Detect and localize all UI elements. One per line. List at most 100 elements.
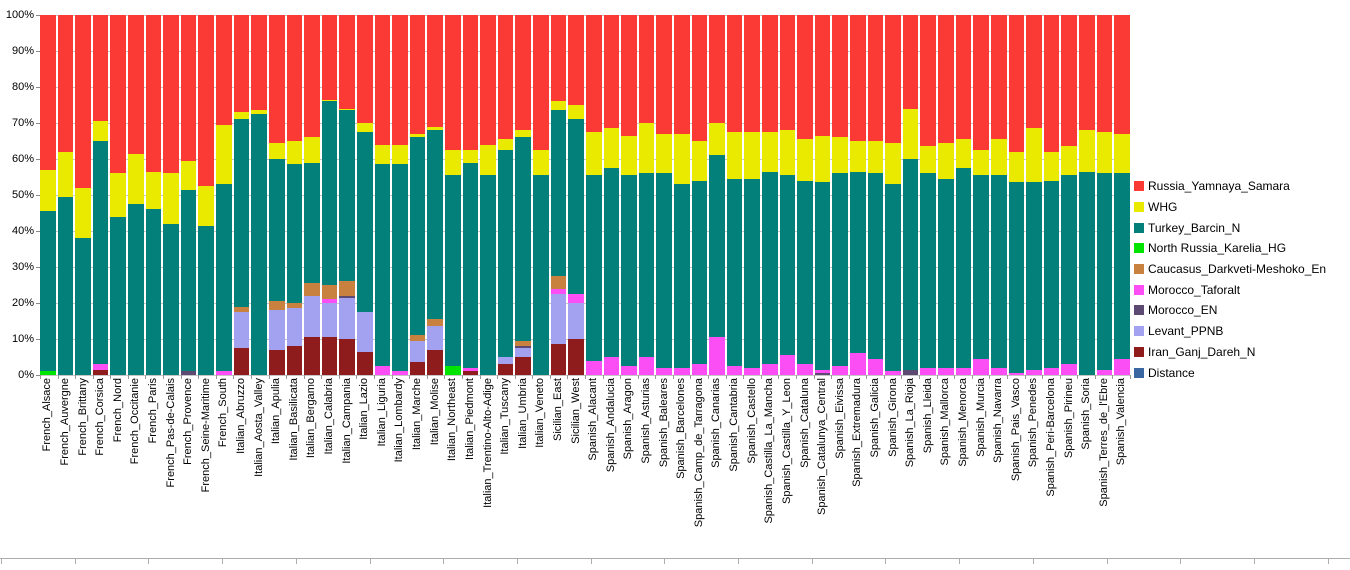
- x-label-cell: Spanish_Catalunya_Central: [815, 378, 831, 558]
- bar-French_Occitanie: [128, 15, 144, 375]
- bar-Spanish_Catalunya_Central: [814, 15, 831, 375]
- bar-Spanish_Castello: [744, 15, 760, 375]
- bar-segment-turkey: [216, 184, 232, 372]
- x-axis-label: French_Seine-Maritime: [199, 378, 212, 493]
- x-axis-tick: [374, 375, 375, 379]
- bar-segment-yamnaya: [603, 15, 620, 129]
- x-axis-tick: [532, 375, 533, 379]
- legend-item-iran: Iran_Ganj_Dareh_N: [1134, 342, 1326, 363]
- bar-segment-caucasus: [286, 303, 303, 309]
- x-label-cell: Italian_Lombardy: [392, 378, 408, 558]
- bar-segment-whg: [216, 124, 232, 185]
- legend-swatch-karelia: [1134, 243, 1144, 254]
- bar-segment-levant: [268, 310, 285, 350]
- bar-segment-taforalt: [832, 366, 849, 375]
- bar-segment-yamnaya: [321, 15, 338, 100]
- bar-segment-levant: [304, 295, 320, 338]
- legend-label: Morocco_Taforalt: [1148, 282, 1241, 297]
- x-axis-label: Spanish_Menorca: [956, 378, 969, 467]
- x-axis-label: Spanish_Andalucia: [604, 378, 617, 473]
- x-label-cell: Italian_Liguria: [375, 378, 391, 558]
- bar-segment-yamnaya: [1096, 15, 1113, 133]
- bar-segment-whg: [445, 150, 461, 176]
- x-axis-tick: [462, 375, 463, 379]
- x-axis-tick: [75, 375, 76, 379]
- bar-segment-turkey: [180, 189, 197, 372]
- bar-Spanish_Camp_de_Tarragona: [691, 15, 708, 375]
- legend-swatch-morocco_en: [1134, 305, 1144, 316]
- bar-Spanish_Aragon: [621, 15, 637, 375]
- gridline: [40, 15, 1130, 16]
- plot-area: [40, 15, 1130, 376]
- x-label-cell: French_Seine-Maritime: [198, 378, 214, 558]
- x-axis-label: Italian_Northeast: [446, 378, 459, 462]
- bar-segment-karelia: [40, 371, 56, 375]
- bar-segment-whg: [427, 126, 444, 131]
- x-axis-label: Italian_Tuscany: [499, 378, 512, 455]
- y-axis-tick-label: 60%: [11, 153, 34, 165]
- bar-segment-taforalt: [955, 367, 972, 375]
- bar-segment-turkey: [128, 204, 144, 375]
- x-axis-label: Spanish_Extremadura: [851, 378, 864, 487]
- bar-segment-whg: [621, 135, 637, 176]
- bar-segment-yamnaya: [779, 15, 796, 131]
- bar-segment-turkey: [726, 178, 743, 366]
- bar-segment-turkey: [885, 184, 901, 372]
- bar-segment-turkey: [40, 211, 56, 372]
- bar-segment-yamnaya: [392, 15, 408, 145]
- x-axis-label: Spanish_La_Rioja: [904, 378, 917, 468]
- bar-segment-turkey: [268, 159, 285, 302]
- bar-segment-iran: [268, 349, 285, 375]
- bar-segment-turkey: [251, 114, 267, 375]
- spreadsheet-gridline: [0, 558, 1350, 570]
- legend-swatch-distance: [1134, 367, 1144, 378]
- y-axis-tick: [36, 159, 40, 160]
- bar-segment-whg: [691, 141, 708, 181]
- bar-segment-turkey: [920, 173, 937, 368]
- x-axis-label: Spanish_Pais_Vasco: [1009, 378, 1022, 482]
- x-axis-label: French_Occitanie: [129, 378, 142, 465]
- x-axis-label: Italian_Piedmont: [463, 378, 476, 460]
- x-axis-label: Spanish_Catalunya_Central: [816, 378, 829, 515]
- bar-segment-yamnaya: [427, 15, 444, 127]
- bar-Spanish_La_Rioja: [902, 15, 919, 375]
- x-label-cell: Spanish_Asturias: [639, 378, 655, 558]
- bar-segment-turkey: [779, 175, 796, 356]
- bar-segment-turkey: [286, 164, 303, 304]
- x-axis-label: Spanish_Soria: [1080, 378, 1093, 450]
- bar-segment-whg: [832, 137, 849, 174]
- legend-swatch-whg: [1134, 202, 1144, 213]
- gridline: [40, 123, 1130, 124]
- bar-segment-whg: [268, 142, 285, 160]
- bar-Italian_Marche: [409, 15, 426, 375]
- bar-segment-turkey: [145, 209, 162, 375]
- bar-segment-turkey: [850, 171, 866, 354]
- x-axis-tick: [567, 375, 568, 379]
- x-label-cell: Spanish_Extremadura: [850, 378, 866, 558]
- x-axis-tick: [321, 375, 322, 379]
- x-label-cell: Spanish_Pais_Vasco: [1009, 378, 1025, 558]
- x-axis-label: Spanish_Cataluna: [798, 378, 811, 468]
- x-axis-label: Spanish_Navarra: [992, 378, 1005, 463]
- x-axis-tick: [638, 375, 639, 379]
- bar-segment-yamnaya: [268, 15, 285, 143]
- y-axis-tick-label: 0%: [18, 369, 34, 381]
- bar-Spanish_Eivissa: [832, 15, 849, 375]
- bar-French_Corsica: [92, 15, 109, 375]
- bar-segment-karelia: [445, 366, 461, 375]
- x-axis-tick: [339, 375, 340, 379]
- legend-label: WHG: [1148, 200, 1178, 215]
- bar-segment-iran: [304, 337, 320, 375]
- bar-segment-yamnaya: [1026, 15, 1042, 129]
- bar-segment-whg: [1114, 133, 1130, 174]
- x-label-cell: Sicilian_West: [568, 378, 584, 558]
- bar-segment-caucasus: [304, 283, 320, 296]
- bar-segment-turkey: [445, 175, 461, 366]
- x-axis-ticks: [40, 375, 1131, 380]
- bar-segment-taforalt: [814, 369, 831, 374]
- x-axis-label: Spanish_Canarias: [710, 378, 723, 468]
- bar-segment-yamnaya: [744, 15, 760, 133]
- bar-segment-whg: [533, 150, 549, 176]
- gridline: [40, 87, 1130, 88]
- bar-segment-whg: [1008, 151, 1025, 183]
